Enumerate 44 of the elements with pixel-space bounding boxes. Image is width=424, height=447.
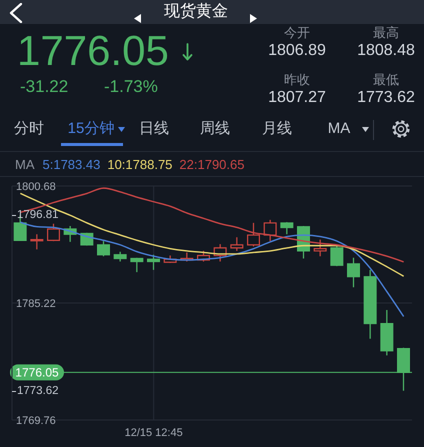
candlestick [364,269,377,340]
text: 周线 [200,120,230,137]
line-series [20,192,404,277]
annotation: 1773.62 [17,384,59,398]
candlestick [230,236,244,252]
candlestick [264,219,277,242]
candlestick [280,222,294,235]
ref-line-label: 1776.05 [15,366,60,380]
text: -1.73% [104,77,158,96]
text: 1773.62 [357,89,415,106]
x-tick-label: 12/15 12:45 [124,426,183,439]
candlestick [247,222,260,247]
candlestick [97,240,110,257]
text: 分时 [14,120,44,137]
text: 1807.27 [268,89,326,106]
text: 10:1788.75 [107,156,172,172]
text: -31.22 [20,77,68,96]
text: 1808.48 [357,42,415,59]
text: 22:1790.65 [179,156,244,172]
y-tick-label: 1785.22 [16,298,56,310]
text: 月线 [262,120,292,137]
y-tick-label: 1769.76 [16,414,56,427]
text: 昨收 [284,72,310,87]
candlestick [330,244,344,267]
text: MA [328,120,350,137]
chart-title: 现货黄金 [164,3,228,20]
candlestick [30,234,44,250]
legend-label: 5:1783.43 [42,156,100,172]
candlestick [380,309,394,356]
text: 1776.05 [17,27,169,74]
annotation: 1796.81 [17,208,59,222]
text: 15分钟 [68,120,114,137]
candlestick [47,223,60,242]
candlestick [147,254,160,270]
text: 最高 [373,25,399,40]
text: 1806.89 [268,42,326,59]
text: 今开 [284,25,310,40]
text: 最低 [373,72,399,87]
candlestick [114,251,127,262]
y-tick-label: 1800.68 [16,180,56,193]
candlestick [347,257,360,288]
text: 日线 [139,120,169,137]
legend-title: MA [15,156,34,172]
candlestick [130,257,144,273]
